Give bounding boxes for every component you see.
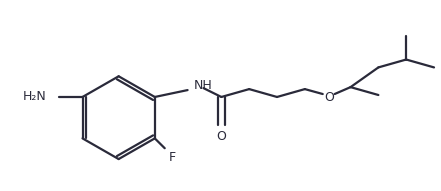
Text: F: F [169,151,176,163]
Text: O: O [217,130,226,143]
Text: NH: NH [194,79,212,92]
Text: O: O [325,91,335,104]
Text: H₂N: H₂N [23,91,47,104]
